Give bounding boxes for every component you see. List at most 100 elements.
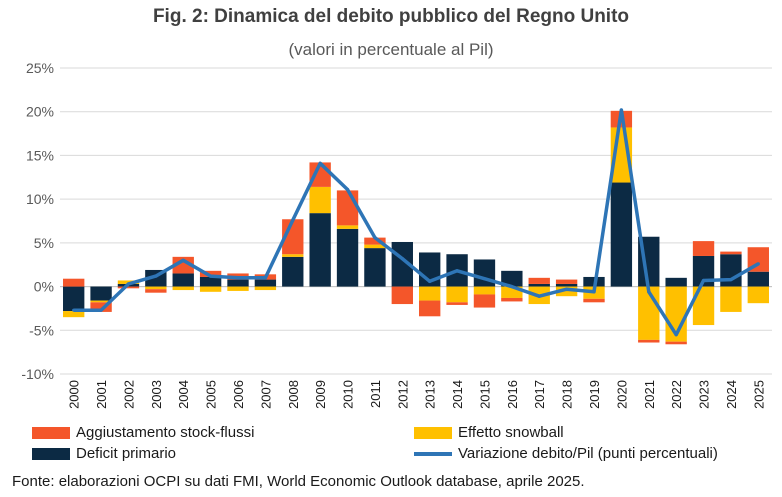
y-tick-label: 20% — [26, 104, 54, 120]
bar-effetto-snowball — [282, 254, 304, 257]
line-point — [565, 287, 569, 291]
bar-effetto-snowball — [90, 300, 112, 303]
bar-stock-flussi — [665, 341, 687, 345]
source-note: Fonte: elaborazioni OCPI su dati FMI, Wo… — [12, 473, 585, 490]
line-layer — [72, 108, 760, 337]
x-tick-label: 2018 — [560, 380, 575, 409]
bar-deficit-primario — [227, 279, 249, 287]
chart-title: Fig. 2: Dinamica del debito pubblico del… — [152, 6, 630, 27]
x-tick-label: 2005 — [204, 380, 219, 409]
line-point — [318, 161, 322, 165]
bar-stock-flussi — [555, 279, 578, 284]
x-tick-label: 2012 — [395, 380, 410, 409]
y-tick-label: 25% — [26, 60, 54, 76]
x-tick-label: 2009 — [313, 380, 328, 409]
bar-deficit-primario — [90, 286, 112, 301]
bar-effetto-snowball — [720, 286, 742, 312]
x-tick-label: 2016 — [505, 380, 520, 409]
line-point — [619, 108, 623, 112]
x-tick-label: 2022 — [669, 380, 684, 409]
x-tick-label: 2006 — [231, 380, 246, 409]
x-tick-label: 2003 — [149, 380, 164, 409]
bar-deficit-primario — [665, 277, 687, 287]
bar-stock-flussi — [583, 298, 605, 303]
y-tick-label: 15% — [26, 147, 54, 163]
line-point — [701, 278, 706, 283]
bar-effetto-snowball — [473, 286, 496, 295]
bar-effetto-snowball — [145, 286, 167, 290]
bar-effetto-snowball — [419, 286, 441, 301]
x-tick-labels: 2000 2001 2002 2003 2004 2005 2006 2007 2008 2009… — [67, 380, 767, 409]
bar-stock-flussi — [446, 302, 468, 305]
line-point — [236, 276, 240, 280]
line-point — [400, 256, 404, 261]
line-point — [263, 276, 267, 280]
bar-stock-flussi — [172, 256, 194, 274]
line-point — [428, 279, 432, 283]
bar-stock-flussi — [638, 339, 660, 343]
x-tick-label: 2020 — [614, 380, 629, 409]
x-tick-label: 2002 — [121, 380, 136, 409]
y-tick-label: 10% — [26, 191, 54, 207]
bar-effetto-snowball — [227, 286, 249, 291]
bar-effetto-snowball — [309, 186, 331, 214]
line-point — [154, 274, 158, 278]
bar-deficit-primario — [555, 283, 578, 287]
grid-layer — [60, 67, 772, 375]
line-point — [373, 236, 377, 240]
bar-deficit-primario — [282, 256, 304, 287]
bar-stock-flussi — [473, 294, 496, 308]
x-tick-label: 2014 — [450, 380, 465, 409]
x-tick-label: 2004 — [176, 380, 191, 409]
bar-deficit-primario — [199, 276, 222, 287]
x-tick-label: 2019 — [587, 380, 602, 409]
bar-deficit-primario — [336, 228, 359, 287]
bar-stock-flussi — [391, 286, 413, 305]
bar-deficit-primario — [172, 273, 194, 287]
x-tick-label: 2023 — [697, 380, 712, 409]
bar-stock-flussi — [528, 277, 550, 284]
line-point — [756, 262, 760, 266]
x-tick-label: 2025 — [751, 380, 766, 409]
bar-stock-flussi — [419, 300, 441, 317]
bar-effetto-snowball — [555, 286, 578, 297]
x-tick-label: 2010 — [341, 380, 356, 409]
line-point — [126, 282, 131, 286]
bar-effetto-snowball — [692, 286, 715, 326]
x-tick-label: 2008 — [286, 380, 301, 409]
x-tick-label: 2015 — [477, 380, 492, 409]
y-tick-label: 5% — [34, 235, 54, 251]
bar-stock-flussi — [364, 237, 386, 245]
x-tick-label: 2000 — [67, 380, 82, 409]
bar-stock-flussi — [145, 289, 167, 293]
x-tick-label: 2024 — [724, 380, 739, 409]
bar-stock-flussi — [199, 270, 222, 277]
line-point — [729, 277, 733, 282]
x-tick-label: 2007 — [258, 380, 273, 409]
line-point — [510, 284, 514, 289]
line-point — [455, 269, 459, 273]
line-point — [291, 218, 295, 222]
line-point — [537, 294, 541, 298]
bar-effetto-snowball — [254, 286, 277, 291]
bar-deficit-primario — [501, 270, 523, 287]
bar-stock-flussi — [692, 241, 715, 256]
x-tick-label: 2011 — [368, 380, 383, 408]
bar-deficit-primario — [528, 283, 550, 287]
x-tick-label: 2021 — [642, 380, 657, 409]
line-point — [345, 187, 350, 192]
bar-deficit-primario — [63, 286, 85, 312]
bar-stock-flussi — [63, 278, 85, 287]
bar-effetto-snowball — [501, 286, 523, 298]
chart-subtitle: (valori in percentuale al Pil) — [288, 40, 494, 59]
bar-effetto-snowball — [63, 311, 85, 318]
line-point — [181, 258, 185, 262]
bar-deficit-primario — [254, 279, 277, 287]
bar-deficit-primario — [720, 254, 742, 287]
bar-deficit-primario — [610, 182, 633, 287]
bar-stock-flussi — [720, 251, 742, 255]
x-tick-label: 2013 — [423, 380, 438, 409]
line-variazione-debito — [73, 108, 760, 337]
line-point — [482, 277, 487, 281]
